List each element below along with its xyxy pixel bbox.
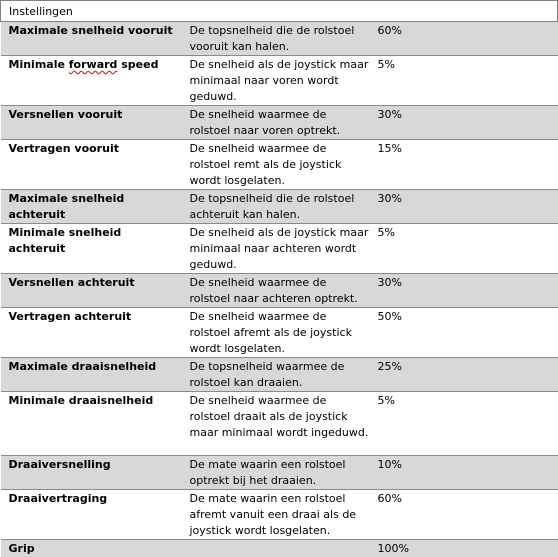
setting-name: Maximale snelheid achteruit [1, 190, 186, 224]
setting-value: 30% [373, 274, 558, 308]
setting-value: 30% [373, 190, 558, 224]
table-row: Vertragen vooruit De snelheid waarmee de… [1, 140, 558, 190]
setting-name: Draaivertraging [1, 490, 186, 540]
setting-value: 10% [373, 456, 558, 490]
setting-name: Vertragen vooruit [1, 140, 186, 190]
table-row: Maximale draaisnelheid De topsnelheid wa… [1, 358, 558, 392]
setting-value: 5% [373, 392, 558, 456]
setting-name-part: Minimale [9, 58, 69, 71]
setting-description: De topsnelheid die de rolstoel vooruit k… [186, 22, 373, 56]
setting-value: 60% [373, 22, 558, 56]
setting-name: Versnellen vooruit [1, 106, 186, 140]
table-row: Grip 100% [1, 540, 558, 557]
table-row: Versnellen achteruit De snelheid waarmee… [1, 274, 558, 308]
setting-description: De snelheid waarmee de rolstoel naar ach… [186, 274, 373, 308]
setting-value: 25% [373, 358, 558, 392]
table-row: Maximale snelheid achteruit De topsnelhe… [1, 190, 558, 224]
setting-value: 60% [373, 490, 558, 540]
setting-description: De topsnelheid die de rolstoel achteruit… [186, 190, 373, 224]
setting-value: 100% [373, 540, 558, 557]
setting-value: 15% [373, 140, 558, 190]
table-row: Draaiversnelling De mate waarin een rols… [1, 456, 558, 490]
setting-description: De snelheid waarmee de rolstoel draait a… [186, 392, 373, 456]
setting-description [186, 540, 373, 557]
setting-name: Minimale forward speed [1, 56, 186, 106]
setting-description: De snelheid als de joystick maar minimaa… [186, 56, 373, 106]
setting-description: De snelheid waarmee de rolstoel remt als… [186, 140, 373, 190]
spellcheck-underlined-word: forward [69, 58, 118, 71]
table-row: Minimale forward speed De snelheid als d… [1, 56, 558, 106]
setting-description: De snelheid waarmee de rolstoel naar vor… [186, 106, 373, 140]
table-row: Vertragen achteruit De snelheid waarmee … [1, 308, 558, 358]
setting-name: Versnellen achteruit [1, 274, 186, 308]
settings-table-sheet: Instellingen Maximale snelheid vooruit D… [0, 0, 557, 536]
setting-name: Maximale snelheid vooruit [1, 22, 186, 56]
setting-value: 50% [373, 308, 558, 358]
setting-value: 30% [373, 106, 558, 140]
setting-description: De snelheid waarmee de rolstoel afremt a… [186, 308, 373, 358]
setting-name: Maximale draaisnelheid [1, 358, 186, 392]
setting-name-part: speed [117, 58, 158, 71]
setting-name: Minimale draaisnelheid [1, 392, 186, 456]
setting-value: 5% [373, 56, 558, 106]
table-row: Versnellen vooruit De snelheid waarmee d… [1, 106, 558, 140]
setting-name: Vertragen achteruit [1, 308, 186, 358]
setting-name: Draaiversnelling [1, 456, 186, 490]
setting-value: 5% [373, 224, 558, 274]
table-row: Maximale snelheid vooruit De topsnelheid… [1, 22, 558, 56]
table-title: Instellingen [1, 1, 558, 22]
setting-description: De mate waarin een rolstoel afremt vanui… [186, 490, 373, 540]
setting-description: De snelheid als de joystick maar minimaa… [186, 224, 373, 274]
setting-description: De mate waarin een rolstoel optrekt bij … [186, 456, 373, 490]
table-row: Minimale draaisnelheid De snelheid waarm… [1, 392, 558, 456]
setting-name: Minimale snelheid achteruit [1, 224, 186, 274]
setting-name: Grip [1, 540, 186, 557]
table-row: Draaivertraging De mate waarin een rolst… [1, 490, 558, 540]
table-row: Minimale snelheid achteruit De snelheid … [1, 224, 558, 274]
table-header-row: Instellingen [1, 1, 558, 22]
setting-description: De topsnelheid waarmee de rolstoel kan d… [186, 358, 373, 392]
